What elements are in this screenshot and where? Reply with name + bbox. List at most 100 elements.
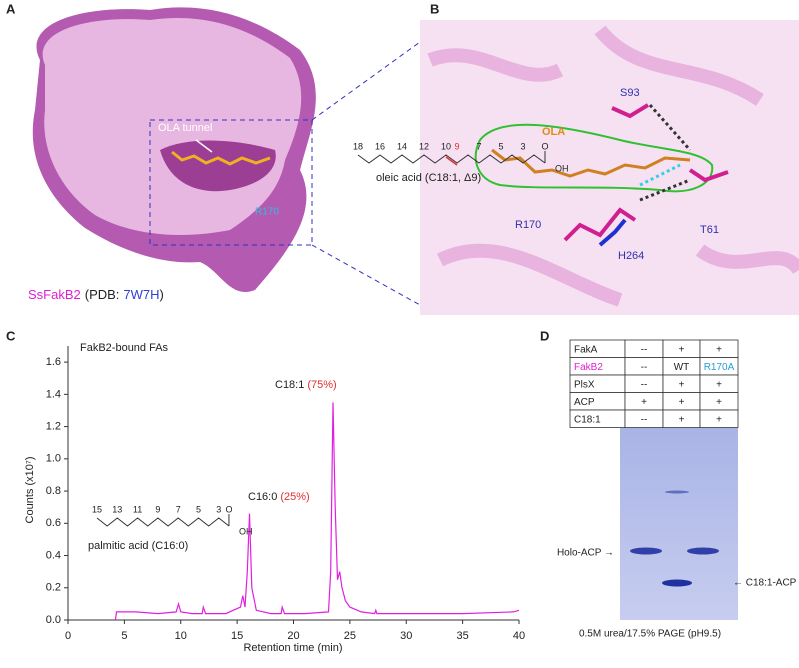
tunnel-label: OLA tunnel xyxy=(158,122,212,134)
peak-label: C16:0 (25%) xyxy=(248,491,310,503)
table-text: + xyxy=(679,397,685,408)
panel-letter: A xyxy=(6,1,16,16)
peak-label: C18:1 (75%) xyxy=(275,379,337,391)
skeleton xyxy=(96,517,230,527)
y-tick-label: 0.0 xyxy=(46,614,61,626)
gel-band xyxy=(630,547,662,555)
table-text: PlsX xyxy=(574,379,595,390)
ribbon xyxy=(427,25,799,307)
zoom-line xyxy=(311,244,421,306)
pdb-suffix: ) xyxy=(160,287,164,302)
h-bond xyxy=(639,178,691,202)
tunnel xyxy=(160,140,276,192)
panel-letter: D xyxy=(540,328,549,343)
ola-ligand xyxy=(491,148,691,178)
x-tick-label: 5 xyxy=(121,630,127,642)
y-tick-label: 0.8 xyxy=(46,485,61,497)
zoom-box xyxy=(149,119,313,246)
h-bond xyxy=(639,163,681,187)
gel-band xyxy=(665,490,689,494)
table-text: + xyxy=(716,397,722,408)
carbon-number: 7 xyxy=(476,141,481,151)
table-text: -- xyxy=(641,414,648,425)
carbon-number: 15 xyxy=(92,504,102,514)
x-tick-label: 0 xyxy=(65,630,71,642)
carbon-number: 10 xyxy=(441,141,451,151)
gel-band xyxy=(662,579,692,587)
structure-name: palmitic acid (C16:0) xyxy=(88,540,188,552)
gel xyxy=(620,428,738,620)
x-tick-label: 40 xyxy=(513,630,525,642)
panel-c: C FakB2-bound FAs Retention time (min) C… xyxy=(6,141,569,654)
gel-band xyxy=(687,547,719,555)
carbon-number: 5 xyxy=(498,141,503,151)
x-tick-label: 10 xyxy=(175,630,187,642)
carbon-number: 5 xyxy=(196,504,201,514)
residue-label: R170 xyxy=(515,219,541,231)
chart-title: FakB2-bound FAs xyxy=(80,342,169,354)
carbon-number: 9 xyxy=(155,504,160,514)
hydroxyl: OH xyxy=(239,526,253,536)
panel-d: D Holo-ACP → ← C18:1-ACP 0.5M urea/17.5%… xyxy=(540,328,797,639)
table-text: + xyxy=(679,344,685,355)
residue-label: S93 xyxy=(620,87,640,99)
table-text: -- xyxy=(641,362,648,373)
band-label: Holo-ACP → xyxy=(557,548,614,559)
y-tick-label: 0.2 xyxy=(46,582,61,594)
y-axis-label: Counts (x10⁷) xyxy=(24,457,36,524)
table-text: FakA xyxy=(574,344,598,355)
structure-name: oleic acid (C18:1, Δ9) xyxy=(376,172,481,184)
panel-b: B S93 R170 H264 T61 OLA xyxy=(420,1,799,315)
residue-label: R170 xyxy=(255,207,279,218)
table-cell xyxy=(699,409,739,428)
peak-name: C16:0 xyxy=(248,491,277,503)
carbon-number: 9 xyxy=(454,141,459,151)
carbon-number: 3 xyxy=(216,504,221,514)
residue-stick xyxy=(688,168,729,183)
table-text: + xyxy=(716,344,722,355)
residue-stick xyxy=(611,103,650,119)
table-text: ACP xyxy=(574,397,595,408)
panel-a: A OLA tunnel R170 SsFakB2 (PDB: 7W7H) xyxy=(6,1,421,306)
table-text: WT xyxy=(674,362,690,373)
oxygen: O xyxy=(225,504,232,514)
residue-stick xyxy=(563,207,637,242)
residue-label: T61 xyxy=(700,224,719,236)
table-text: + xyxy=(679,414,685,425)
table-text: C18:1 xyxy=(574,414,601,425)
y-tick-label: 1.2 xyxy=(46,420,61,432)
pdb-id: 7W7H xyxy=(123,287,159,302)
peak-name: C18:1 xyxy=(275,379,304,391)
trace xyxy=(114,402,520,621)
arrow xyxy=(195,139,213,153)
y-tick-label: 1.0 xyxy=(46,453,61,465)
double-bond xyxy=(445,156,458,166)
x-tick-label: 30 xyxy=(400,630,412,642)
protein-name: SsFakB2 xyxy=(28,287,81,302)
residue-stick xyxy=(598,218,627,247)
x-axis-label: Retention time (min) xyxy=(243,642,342,654)
gel-caption: 0.5M urea/17.5% PAGE (pH9.5) xyxy=(579,629,721,640)
y-tick-label: 1.6 xyxy=(46,356,61,368)
zoom-line xyxy=(311,41,421,121)
density-mesh xyxy=(474,123,714,193)
peak-percent: (25%) xyxy=(280,491,309,503)
pdb-prefix: (PDB: xyxy=(85,287,120,302)
carbon-number: 7 xyxy=(176,504,181,514)
band-label: ← C18:1-ACP xyxy=(733,578,797,589)
table-text: + xyxy=(641,397,647,408)
table-text: R170A xyxy=(704,362,735,373)
ligand-label: OLA xyxy=(542,126,565,138)
carbon-number: 11 xyxy=(133,504,142,514)
h-bond xyxy=(648,104,692,151)
table-text: + xyxy=(716,379,722,390)
carbon-number: 3 xyxy=(520,141,525,151)
table-text: -- xyxy=(641,379,648,390)
table-text: + xyxy=(716,414,722,425)
carbon-number: 16 xyxy=(375,141,385,151)
y-tick-label: 0.6 xyxy=(46,517,61,529)
ola-ligand xyxy=(171,150,271,166)
skeleton xyxy=(357,154,546,164)
table-text: + xyxy=(679,379,685,390)
